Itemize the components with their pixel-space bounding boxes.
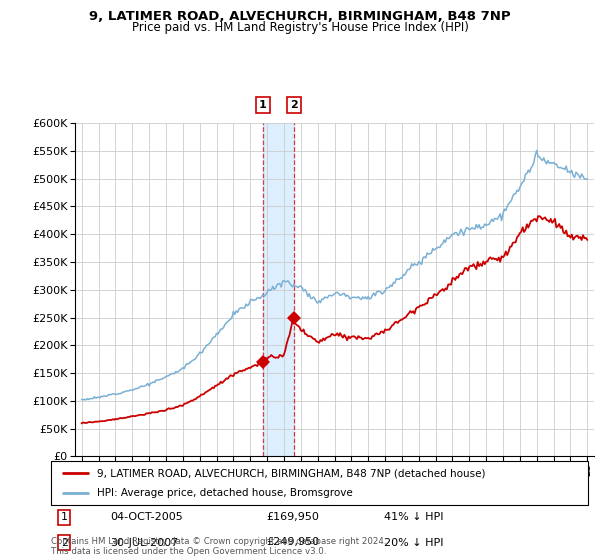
Bar	[263, 123, 294, 456]
Text: 20% ↓ HPI: 20% ↓ HPI	[384, 538, 443, 548]
Text: 9, LATIMER ROAD, ALVECHURCH, BIRMINGHAM, B48 7NP: 9, LATIMER ROAD, ALVECHURCH, BIRMINGHAM,…	[89, 10, 511, 23]
Text: £169,950: £169,950	[266, 512, 319, 522]
Text: 30-JUL-2007: 30-JUL-2007	[110, 538, 178, 548]
Text: 04-OCT-2005: 04-OCT-2005	[110, 512, 183, 522]
Text: 2: 2	[290, 100, 298, 110]
Text: HPI: Average price, detached house, Bromsgrove: HPI: Average price, detached house, Brom…	[97, 488, 352, 498]
Text: Price paid vs. HM Land Registry's House Price Index (HPI): Price paid vs. HM Land Registry's House …	[131, 21, 469, 34]
Text: 1: 1	[61, 512, 68, 522]
FancyBboxPatch shape	[51, 461, 588, 505]
Text: £249,950: £249,950	[266, 538, 319, 548]
Text: 2: 2	[61, 538, 68, 548]
Text: 1: 1	[259, 100, 267, 110]
Text: 41% ↓ HPI: 41% ↓ HPI	[384, 512, 443, 522]
Text: Contains HM Land Registry data © Crown copyright and database right 2024.
This d: Contains HM Land Registry data © Crown c…	[51, 536, 386, 556]
Text: 9, LATIMER ROAD, ALVECHURCH, BIRMINGHAM, B48 7NP (detached house): 9, LATIMER ROAD, ALVECHURCH, BIRMINGHAM,…	[97, 468, 485, 478]
